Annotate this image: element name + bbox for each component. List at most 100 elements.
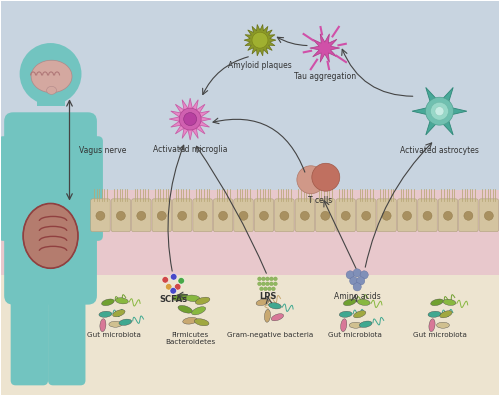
Ellipse shape	[112, 310, 125, 317]
Circle shape	[264, 287, 268, 291]
Ellipse shape	[264, 309, 270, 322]
Ellipse shape	[354, 311, 366, 318]
Ellipse shape	[100, 319, 106, 332]
Bar	[0, 190, 500, 275]
FancyBboxPatch shape	[234, 199, 253, 232]
FancyBboxPatch shape	[398, 199, 417, 232]
Circle shape	[137, 211, 146, 220]
Ellipse shape	[178, 305, 192, 313]
Ellipse shape	[358, 299, 370, 305]
FancyBboxPatch shape	[0, 136, 22, 241]
Ellipse shape	[428, 311, 441, 317]
Circle shape	[270, 282, 274, 286]
Ellipse shape	[360, 321, 372, 327]
Circle shape	[260, 287, 264, 291]
Text: Activated microglia: Activated microglia	[153, 145, 228, 154]
Ellipse shape	[256, 299, 269, 306]
Ellipse shape	[440, 311, 452, 318]
Circle shape	[353, 269, 362, 277]
Circle shape	[252, 32, 268, 48]
Circle shape	[444, 211, 452, 220]
Polygon shape	[169, 98, 211, 140]
Ellipse shape	[196, 297, 210, 305]
Text: Activated astrocytes: Activated astrocytes	[400, 146, 479, 155]
Circle shape	[184, 112, 196, 126]
Circle shape	[178, 211, 186, 220]
Circle shape	[300, 211, 310, 220]
Ellipse shape	[119, 319, 132, 326]
Ellipse shape	[430, 299, 444, 306]
Text: Amino acids: Amino acids	[334, 292, 380, 301]
Circle shape	[362, 211, 370, 220]
Circle shape	[268, 287, 272, 291]
Circle shape	[353, 283, 362, 291]
Circle shape	[198, 211, 207, 220]
Bar	[0, 275, 500, 395]
Text: Firmicutes
Bacteroidetes: Firmicutes Bacteroidetes	[165, 332, 216, 345]
Circle shape	[170, 274, 177, 280]
Text: SCFAs: SCFAs	[160, 295, 188, 304]
FancyBboxPatch shape	[336, 199, 355, 232]
Circle shape	[266, 282, 270, 286]
Ellipse shape	[340, 311, 352, 317]
Text: Tau aggregation: Tau aggregation	[294, 72, 356, 81]
Text: Gut microbiota: Gut microbiota	[328, 332, 382, 338]
Polygon shape	[244, 25, 276, 56]
Circle shape	[297, 166, 325, 194]
Ellipse shape	[340, 319, 347, 332]
Circle shape	[274, 282, 278, 286]
Ellipse shape	[268, 303, 281, 309]
Text: LPS: LPS	[259, 292, 276, 301]
FancyBboxPatch shape	[193, 199, 212, 232]
Ellipse shape	[344, 299, 356, 306]
FancyBboxPatch shape	[172, 199, 192, 232]
FancyBboxPatch shape	[132, 199, 151, 232]
Circle shape	[218, 211, 228, 220]
Circle shape	[356, 277, 365, 285]
Ellipse shape	[109, 321, 122, 327]
Circle shape	[350, 277, 358, 285]
Ellipse shape	[182, 317, 198, 324]
Circle shape	[274, 277, 278, 281]
Ellipse shape	[192, 307, 205, 315]
Circle shape	[174, 284, 181, 290]
FancyBboxPatch shape	[90, 199, 110, 232]
Circle shape	[116, 211, 126, 220]
Ellipse shape	[116, 298, 128, 304]
FancyBboxPatch shape	[111, 199, 130, 232]
Circle shape	[162, 276, 168, 283]
Ellipse shape	[23, 204, 78, 268]
Ellipse shape	[194, 319, 209, 326]
Bar	[36, 86, 64, 106]
Text: Gram-negative bacteria: Gram-negative bacteria	[227, 332, 313, 338]
Text: Gut microbiota: Gut microbiota	[87, 332, 141, 338]
Circle shape	[321, 211, 330, 220]
Polygon shape	[412, 88, 467, 135]
Circle shape	[96, 211, 105, 220]
Circle shape	[423, 211, 432, 220]
Circle shape	[158, 211, 166, 220]
Circle shape	[312, 163, 340, 191]
Circle shape	[382, 211, 391, 220]
Circle shape	[266, 277, 270, 281]
FancyBboxPatch shape	[254, 199, 274, 232]
Circle shape	[484, 211, 494, 220]
Ellipse shape	[436, 322, 450, 328]
FancyBboxPatch shape	[10, 283, 48, 385]
Circle shape	[166, 284, 172, 290]
FancyBboxPatch shape	[152, 199, 172, 232]
Circle shape	[262, 277, 266, 281]
Polygon shape	[310, 34, 340, 62]
FancyBboxPatch shape	[377, 199, 396, 232]
Text: Amyloid plaques: Amyloid plaques	[228, 61, 292, 70]
Ellipse shape	[429, 319, 435, 332]
FancyBboxPatch shape	[418, 199, 437, 232]
FancyBboxPatch shape	[214, 199, 233, 232]
Ellipse shape	[271, 314, 283, 321]
Circle shape	[262, 282, 266, 286]
Ellipse shape	[349, 322, 362, 328]
Circle shape	[360, 271, 368, 279]
Ellipse shape	[185, 295, 200, 302]
FancyBboxPatch shape	[479, 199, 498, 232]
Ellipse shape	[99, 311, 112, 317]
